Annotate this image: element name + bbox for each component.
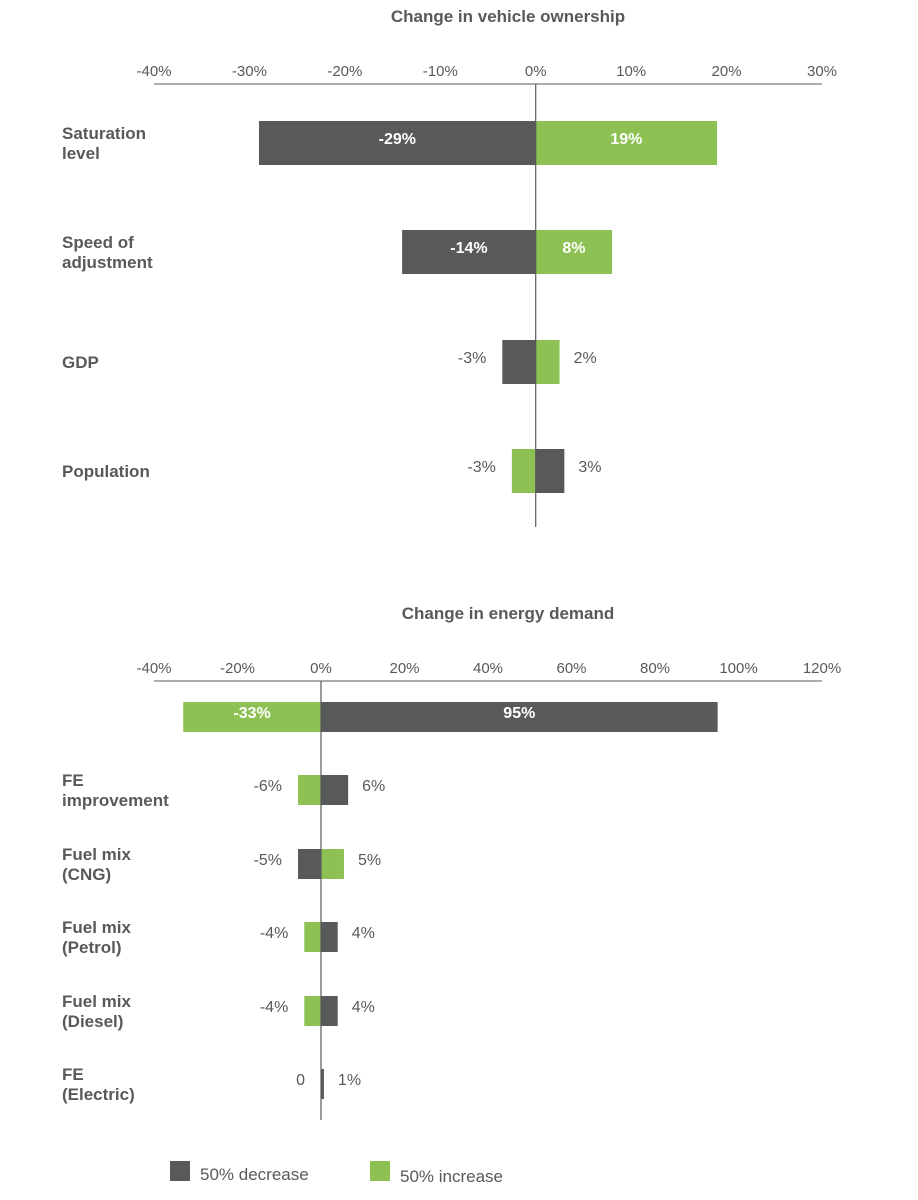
bar-value-label: -14% xyxy=(450,240,487,257)
bar-increase xyxy=(511,449,536,493)
x-tick-label: -40% xyxy=(136,63,171,80)
legend: 50% decrease 50% increase xyxy=(170,1161,503,1186)
bar-decrease xyxy=(321,996,338,1026)
x-tick-label: 40% xyxy=(473,660,503,677)
x-tick-label: 0% xyxy=(310,660,332,677)
category-label: Fuel mix (Diesel) xyxy=(62,992,132,1031)
category-label: Fuel mix (CNG) xyxy=(62,845,132,884)
bar-value-label: -5% xyxy=(254,852,282,869)
bar-increase xyxy=(304,996,321,1026)
bar-decrease xyxy=(402,230,536,274)
legend-increase-label: 50% increase xyxy=(400,1167,503,1186)
bar-decrease xyxy=(502,340,536,384)
bar-increase xyxy=(535,121,718,165)
x-tick-label: 80% xyxy=(640,660,670,677)
bar-value-label: -4% xyxy=(260,925,288,942)
bar-decrease xyxy=(535,449,565,493)
bar-value-label: -4% xyxy=(260,999,288,1016)
bar-decrease xyxy=(321,775,349,805)
bar-increase xyxy=(535,230,613,274)
x-tick-label: 100% xyxy=(719,660,757,677)
bar-value-label: -3% xyxy=(458,350,486,367)
bar-value-label: 6% xyxy=(362,778,385,795)
bar-increase xyxy=(321,849,344,879)
bar-value-label: 95% xyxy=(503,705,535,722)
bar-increase xyxy=(183,702,321,732)
bar-decrease xyxy=(298,849,321,879)
bar-increase xyxy=(535,340,560,384)
category-label: Speed of adjustment xyxy=(62,233,153,272)
x-tick-label: 20% xyxy=(712,63,742,80)
energy-demand-chart: Change in energy demand -40% -20% 0% 20% 40% 6… xyxy=(62,604,841,1120)
x-tick-label: 60% xyxy=(556,660,586,677)
x-tick-label: -30% xyxy=(232,63,267,80)
x-tick-label: 20% xyxy=(389,660,419,677)
bar-value-label: 0 xyxy=(296,1072,305,1089)
category-label: Fuel mix (Petrol) xyxy=(62,918,132,957)
bar-value-label: -33% xyxy=(233,705,270,722)
bar-decrease xyxy=(321,1069,324,1099)
bar-value-label: 4% xyxy=(352,999,375,1016)
legend-decrease-label: 50% decrease xyxy=(200,1165,309,1184)
x-tick-label: 10% xyxy=(616,63,646,80)
legend-increase-swatch xyxy=(370,1161,390,1181)
x-tick-label: -20% xyxy=(220,660,255,677)
category-label: Saturation level xyxy=(62,124,146,163)
bar-value-label: 5% xyxy=(358,852,381,869)
bar-value-label: 1% xyxy=(338,1072,361,1089)
bar-value-label: -6% xyxy=(254,778,282,795)
category-label: FE improvement xyxy=(62,771,169,810)
bar-value-label: 4% xyxy=(352,925,375,942)
x-tick-label: -20% xyxy=(327,63,362,80)
vehicle-ownership-chart: Change in vehicle ownership -40% -30% -20% -… xyxy=(62,7,837,527)
bar-value-label: -3% xyxy=(467,459,495,476)
bar-value-label: -29% xyxy=(379,131,416,148)
x-tick-label: 120% xyxy=(803,660,841,677)
bar-value-label: 2% xyxy=(574,350,597,367)
bar-decrease xyxy=(321,922,338,952)
x-tick-label: 30% xyxy=(807,63,837,80)
category-label: Population xyxy=(62,462,150,481)
bar-value-label: 3% xyxy=(578,459,601,476)
category-label: FE (Electric) xyxy=(62,1065,135,1104)
bar-decrease xyxy=(321,702,718,732)
bar-increase xyxy=(298,775,321,805)
x-tick-label: -40% xyxy=(136,660,171,677)
x-tick-label: -10% xyxy=(423,63,458,80)
chart-title: Change in vehicle ownership xyxy=(391,7,625,26)
bar-value-label: 19% xyxy=(610,131,642,148)
bar-value-label: 8% xyxy=(562,240,585,257)
chart-title: Change in energy demand xyxy=(402,604,615,623)
x-tick-label: 0% xyxy=(525,63,547,80)
category-label: GDP xyxy=(62,353,99,372)
bar-decrease xyxy=(258,121,536,165)
bar-increase xyxy=(304,922,321,952)
legend-decrease-swatch xyxy=(170,1161,190,1181)
